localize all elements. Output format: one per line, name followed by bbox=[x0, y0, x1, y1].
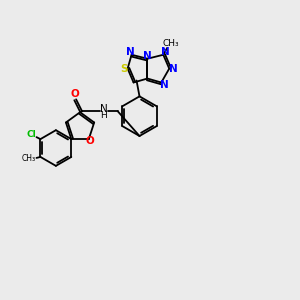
Text: CH₃: CH₃ bbox=[22, 154, 36, 164]
Text: O: O bbox=[85, 136, 94, 146]
Text: N: N bbox=[143, 51, 152, 61]
Text: N: N bbox=[126, 47, 135, 57]
Text: N: N bbox=[169, 64, 178, 74]
Text: Cl: Cl bbox=[27, 130, 36, 139]
Text: O: O bbox=[71, 89, 80, 99]
Text: H: H bbox=[100, 111, 107, 120]
Text: CH₃: CH₃ bbox=[163, 39, 179, 48]
Text: N: N bbox=[100, 104, 108, 114]
Text: S: S bbox=[120, 64, 127, 74]
Text: N: N bbox=[161, 47, 170, 57]
Text: N: N bbox=[160, 80, 169, 91]
